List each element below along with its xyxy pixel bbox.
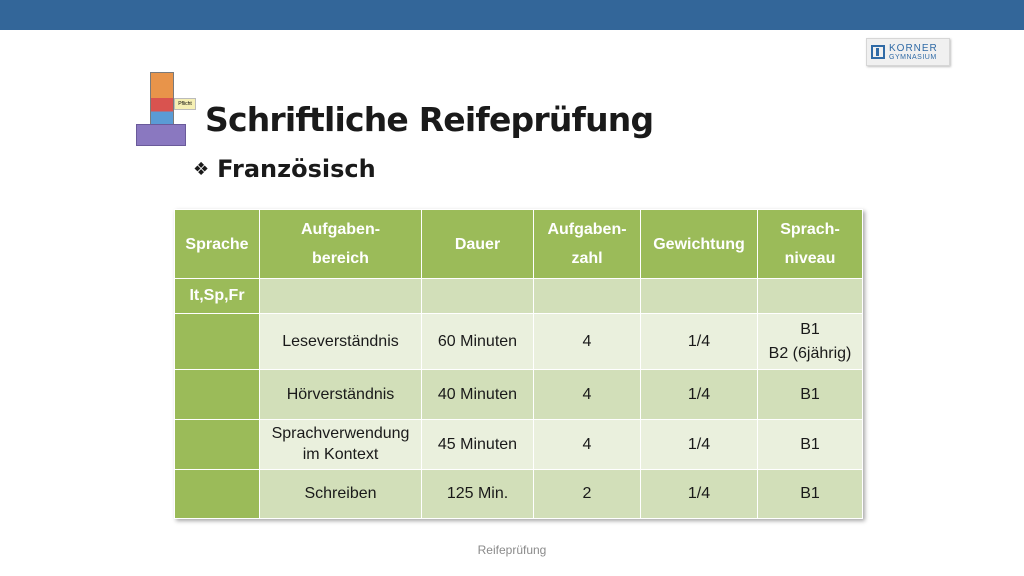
cell-bereich: Schreiben <box>259 469 422 519</box>
subtitle-text: Französisch <box>217 155 376 183</box>
cell-zahl: 4 <box>533 313 641 370</box>
table-row: Hörverständnis 40 Minuten 4 1/4 B1 <box>174 369 863 420</box>
cell-gewichtung: 1/4 <box>640 369 758 420</box>
header-aufgabenbereich: Aufgaben-bereich <box>259 209 422 279</box>
table-header-row: Sprache Aufgaben-bereich Dauer Aufgaben-… <box>174 209 863 279</box>
table-row-language: It,Sp,Fr <box>174 278 863 314</box>
logo-line1: KORNER <box>889 42 938 54</box>
pyramid-label: Pflicht <box>174 98 196 110</box>
cell-niveau: B1 B2 (6jährig) <box>757 313 863 370</box>
header-sprachniveau: Sprach-niveau <box>757 209 863 279</box>
cell-niveau: B1 <box>757 369 863 420</box>
cell-bereich: Sprachverwendung im Kontext <box>259 419 422 470</box>
pyramid-top-block <box>150 72 174 126</box>
cell-dauer: 60 Minuten <box>421 313 534 370</box>
pyramid-base-block <box>136 124 186 146</box>
exam-pyramid-graphic: Pflicht <box>136 72 200 148</box>
logo-mark-icon <box>871 45 885 59</box>
cell-bereich: Hörverständnis <box>259 369 422 420</box>
exam-table: Sprache Aufgaben-bereich Dauer Aufgaben-… <box>174 209 863 519</box>
table-row: Leseverständnis 60 Minuten 4 1/4 B1 B2 (6… <box>174 313 863 370</box>
table-row: Sprachverwendung im Kontext 45 Minuten 4 … <box>174 419 863 470</box>
language-cell: It,Sp,Fr <box>174 278 260 314</box>
diamond-bullet-icon: ❖ <box>193 159 210 180</box>
cell-bereich: Leseverständnis <box>259 313 422 370</box>
school-logo: KORNER GYMNASIUM <box>866 38 950 66</box>
cell-dauer: 125 Min. <box>421 469 534 519</box>
slide-title: Schriftliche Reifeprüfung <box>205 100 654 139</box>
cell-dauer: 40 Minuten <box>421 369 534 420</box>
cell-gewichtung: 1/4 <box>640 313 758 370</box>
logo-line2: GYMNASIUM <box>889 53 937 61</box>
header-aufgabenzahl: Aufgaben-zahl <box>533 209 641 279</box>
cell-dauer: 45 Minuten <box>421 419 534 470</box>
cell-gewichtung: 1/4 <box>640 419 758 470</box>
cell-zahl: 2 <box>533 469 641 519</box>
slide-footer: Reifeprüfung <box>477 543 547 557</box>
cell-zahl: 4 <box>533 419 641 470</box>
cell-niveau: B1 <box>757 469 863 519</box>
header-sprache: Sprache <box>174 209 260 279</box>
cell-gewichtung: 1/4 <box>640 469 758 519</box>
cell-zahl: 4 <box>533 369 641 420</box>
header-gewichtung: Gewichtung <box>640 209 758 279</box>
top-accent-bar <box>0 0 1024 30</box>
cell-niveau: B1 <box>757 419 863 470</box>
table-row: Schreiben 125 Min. 2 1/4 B1 <box>174 469 863 519</box>
header-dauer: Dauer <box>421 209 534 279</box>
slide-subtitle: ❖ Französisch <box>193 155 376 183</box>
